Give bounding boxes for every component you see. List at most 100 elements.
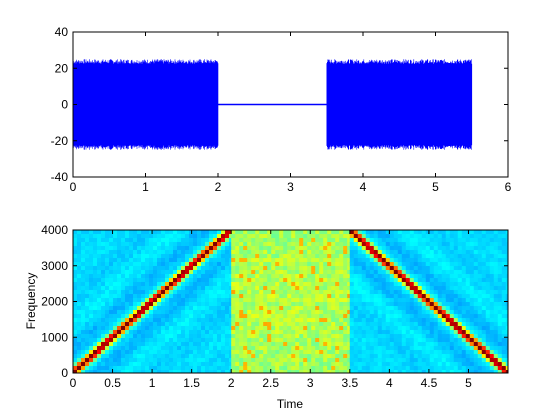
spectrogram-cell — [81, 266, 86, 271]
spectrogram-cell — [169, 286, 174, 291]
spectrogram-cell — [485, 234, 491, 239]
spectrogram-cell — [77, 286, 82, 291]
spectrogram-cell — [213, 318, 218, 323]
spectrogram-cell — [311, 266, 316, 271]
spectrogram-cell — [377, 334, 383, 339]
spectrogram-cell — [433, 250, 439, 255]
spectrogram-cell — [381, 322, 387, 327]
spectrogram-cell — [93, 366, 98, 371]
spectrogram-cell — [185, 338, 190, 343]
spectrogram-cell — [319, 278, 324, 283]
spectrogram-cell — [319, 294, 324, 299]
spectrogram-cell — [299, 278, 304, 283]
spectrogram-cell — [105, 250, 110, 255]
spectrogram-cell — [389, 282, 395, 287]
spectrogram-cell — [209, 302, 214, 307]
spectrogram-cell — [373, 302, 379, 307]
spectrogram-cell — [425, 370, 431, 373]
spectrogram-cell — [385, 310, 391, 315]
spectrogram-cell — [441, 322, 447, 327]
spectrogram-cell — [327, 254, 332, 259]
waveform-series — [73, 59, 473, 150]
spectrogram-cell — [259, 310, 264, 315]
spectrogram-cell — [231, 230, 236, 235]
spectrogram-cell — [469, 302, 475, 307]
spectrogram-cell — [299, 270, 304, 275]
spectrogram-cell — [177, 282, 182, 287]
spectrogram-cell — [89, 270, 94, 275]
spectrogram-cell — [481, 370, 487, 373]
spectrogram-cell — [247, 258, 252, 263]
spectrogram-cell — [473, 338, 479, 343]
spectrogram-cell — [141, 258, 146, 263]
spectrogram-cell — [239, 230, 244, 235]
spectrogram-cell — [465, 330, 471, 335]
spectrogram-cell — [357, 358, 363, 363]
spectrogram-cell — [243, 278, 248, 283]
spectrogram-cell — [327, 294, 332, 299]
spectrogram-cell — [235, 266, 240, 271]
spectrogram-cell — [357, 366, 363, 371]
spectrogram-cell — [217, 302, 222, 307]
spectrogram-cell — [279, 346, 284, 351]
spectrogram-cell — [149, 270, 154, 275]
spectrogram-cell — [493, 362, 499, 367]
spectrogram-cell — [173, 330, 178, 335]
spectrogram-cell — [389, 234, 395, 239]
spectrogram-cell — [437, 282, 443, 287]
spectrogram-cell — [105, 234, 110, 239]
spectrogram-cell — [121, 306, 126, 311]
spectrogram-cell — [303, 326, 308, 331]
spectrogram-cell — [397, 362, 403, 367]
spectrogram-cell — [173, 254, 178, 259]
spectrogram-cell — [137, 290, 142, 295]
spectrogram-cell — [421, 298, 427, 303]
spectrogram-cell — [377, 246, 383, 251]
spectrogram-cell — [161, 238, 166, 243]
spectrogram-cell — [349, 318, 355, 323]
spectrogram-cell — [501, 362, 507, 367]
spectrogram-cell — [157, 234, 162, 239]
spectrogram-cell — [161, 250, 166, 255]
spectrogram-cell — [149, 358, 154, 363]
spectrogram-cell — [225, 354, 230, 359]
spectrogram-cell — [381, 262, 387, 267]
spectrogram-cell — [193, 370, 198, 373]
spectrogram-cell — [77, 294, 82, 299]
spectrogram-cell — [505, 266, 508, 271]
spectrogram-cell — [113, 270, 118, 275]
spectrogram-cell — [235, 242, 240, 247]
spectrogram-cell — [311, 238, 316, 243]
spectrogram-cell — [295, 334, 300, 339]
spectrogram-cell — [315, 290, 320, 295]
spectrogram-cell — [477, 274, 483, 279]
spectrogram-cell — [449, 338, 455, 343]
spectrogram-cell — [307, 318, 312, 323]
spectrogram-cell — [505, 318, 508, 323]
spectrogram-cell — [201, 230, 206, 235]
spectrogram-cell — [457, 334, 463, 339]
spectrogram-cell — [271, 242, 276, 247]
spectrogram-cell — [153, 246, 158, 251]
spectrogram-cell — [243, 318, 248, 323]
spectrogram-cell — [283, 242, 288, 247]
spectrogram-cell — [177, 230, 182, 235]
spectrogram-cell — [369, 262, 375, 267]
spectrogram-cell — [165, 334, 170, 339]
spectrogram-cell — [347, 366, 352, 371]
spectrogram-cell — [339, 230, 344, 235]
spectrogram-cell — [449, 322, 455, 327]
spectrogram-cell — [347, 362, 352, 367]
spectrogram-cell — [429, 318, 435, 323]
spectrogram-cell — [389, 274, 395, 279]
spectrogram-cell — [353, 326, 359, 331]
spectrogram-cell — [397, 230, 403, 235]
spectrogram-cell — [331, 290, 336, 295]
spectrogram-cell — [271, 366, 276, 371]
spectrogram-cell — [251, 326, 256, 331]
spectrogram-cell — [287, 298, 292, 303]
spectrogram-cell — [497, 290, 503, 295]
spectrogram-cell — [477, 334, 483, 339]
spectrogram-cell — [101, 338, 106, 343]
spectrogram-cell — [477, 354, 483, 359]
